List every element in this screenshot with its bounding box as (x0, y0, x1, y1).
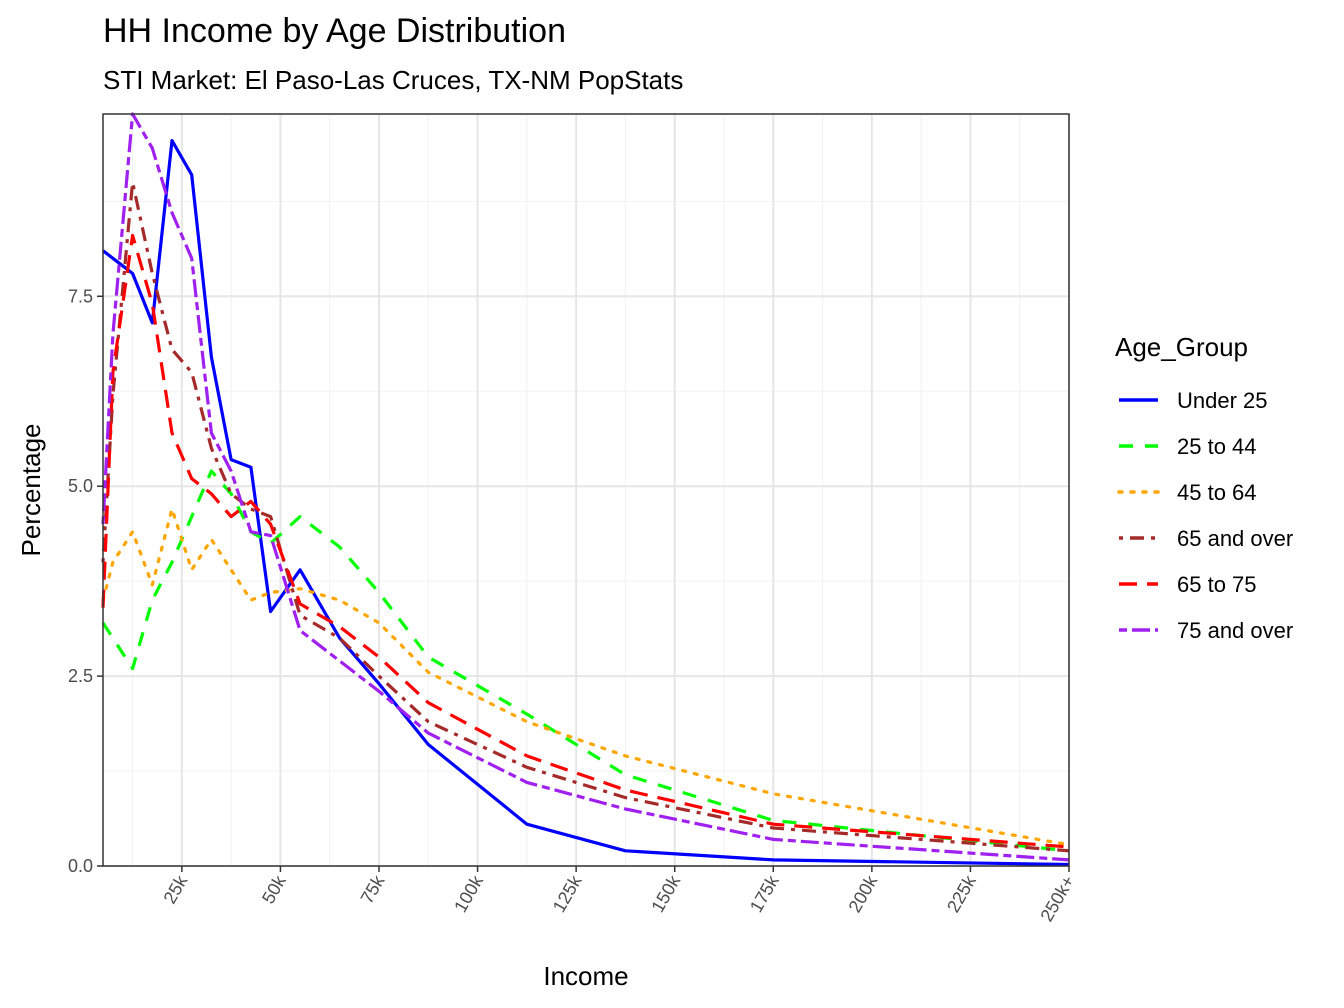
grid-major (103, 114, 1070, 867)
legend-label: 75 and over (1177, 618, 1293, 643)
x-tick-label: 200k (844, 871, 881, 916)
series-line-25-to-44 (101, 469, 1070, 853)
legend: Age_Group Under 25 25 to 44 45 to 64 65 and… (1115, 332, 1293, 643)
x-tick-label: 150k (647, 871, 684, 916)
series-layer (101, 112, 1071, 867)
grid-minor (103, 114, 1069, 866)
legend-item-65-and-over: 65 and over (1119, 526, 1293, 551)
series-line-45-to-64 (101, 507, 1071, 847)
x-tick-label: 225k (943, 871, 980, 916)
chart-subtitle: STI Market: El Paso-Las Cruces, TX-NM Po… (103, 65, 684, 95)
x-tick-label: 175k (746, 871, 783, 916)
series-line-65-to-75 (101, 233, 1070, 849)
legend-label: 45 to 64 (1177, 480, 1257, 505)
x-tick-label: 50k (258, 871, 290, 907)
x-axis-ticks: 25k 50k 75k 100k 125k 150k 175k 200k 225k 250k+ (159, 866, 1078, 925)
legend-label: 65 and over (1177, 526, 1293, 551)
x-tick-label: 125k (549, 871, 586, 916)
y-axis-title: Percentage (16, 424, 46, 557)
panel-border (102, 113, 1070, 867)
x-tick-label: 25k (159, 871, 191, 907)
legend-label: 25 to 44 (1177, 434, 1257, 459)
y-tick-label: 5.0 (68, 476, 93, 496)
legend-item-25-to-44: 25 to 44 (1119, 434, 1257, 459)
y-axis-ticks: 0.0 2.5 5.0 7.5 (68, 286, 103, 876)
x-axis-title: Income (543, 961, 628, 991)
legend-label: Under 25 (1177, 388, 1268, 413)
legend-item-45-to-64: 45 to 64 (1117, 480, 1257, 505)
y-tick-label: 2.5 (68, 666, 93, 686)
series-line-65-and-over (101, 180, 1070, 853)
series-line-75-and-over (101, 112, 1070, 862)
x-tick-label: 75k (357, 871, 389, 907)
x-tick-label: 100k (450, 871, 487, 916)
legend-label: 65 to 75 (1177, 572, 1257, 597)
legend-item-65-to-75: 65 to 75 (1119, 572, 1257, 597)
y-tick-label: 7.5 (68, 286, 93, 306)
legend-item-75-and-over: 75 and over (1119, 618, 1293, 643)
legend-title: Age_Group (1115, 332, 1248, 362)
series-line-under-25 (102, 139, 1070, 867)
legend-item-under-25: Under 25 (1119, 388, 1268, 413)
y-tick-label: 0.0 (68, 856, 93, 876)
chart-title: HH Income by Age Distribution (103, 12, 566, 50)
x-tick-label: 250k+ (1036, 872, 1078, 925)
